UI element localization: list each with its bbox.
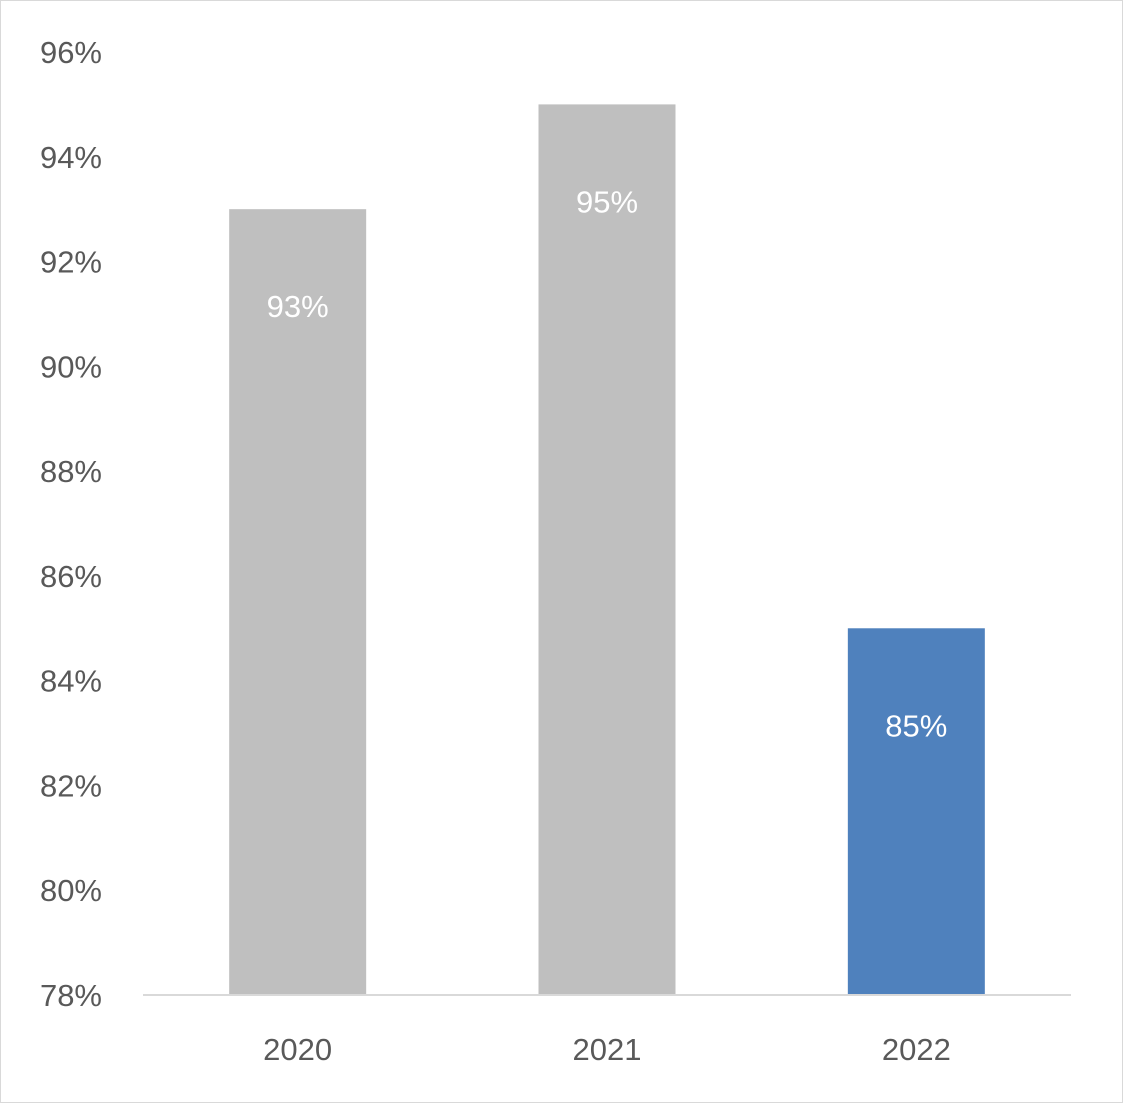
y-tick-label: 92% <box>40 245 102 280</box>
data-label-2022: 85% <box>885 708 947 743</box>
y-tick-label: 90% <box>40 349 102 384</box>
x-axis-tick-labels: 2020 2021 2022 <box>263 1032 951 1067</box>
y-tick-label: 78% <box>40 978 102 1013</box>
y-tick-label: 94% <box>40 140 102 175</box>
x-tick-label: 2022 <box>882 1032 951 1067</box>
data-label-2020: 93% <box>267 289 329 324</box>
y-tick-label: 96% <box>40 35 102 70</box>
bars <box>229 104 985 995</box>
data-labels: 93% 95% 85% <box>267 184 948 743</box>
y-tick-label: 80% <box>40 873 102 908</box>
y-tick-label: 86% <box>40 559 102 594</box>
y-axis-tick-labels: 78% 80% 82% 84% 86% 88% 90% 92% 94% 96% <box>40 35 102 1013</box>
x-tick-label: 2020 <box>263 1032 332 1067</box>
y-tick-label: 84% <box>40 664 102 699</box>
bar-2022 <box>847 628 985 995</box>
y-tick-label: 88% <box>40 454 102 489</box>
data-label-2021: 95% <box>576 184 638 219</box>
y-tick-label: 82% <box>40 768 102 803</box>
bar-2020 <box>229 209 367 995</box>
x-tick-label: 2021 <box>573 1032 642 1067</box>
bar-2021 <box>538 104 676 995</box>
